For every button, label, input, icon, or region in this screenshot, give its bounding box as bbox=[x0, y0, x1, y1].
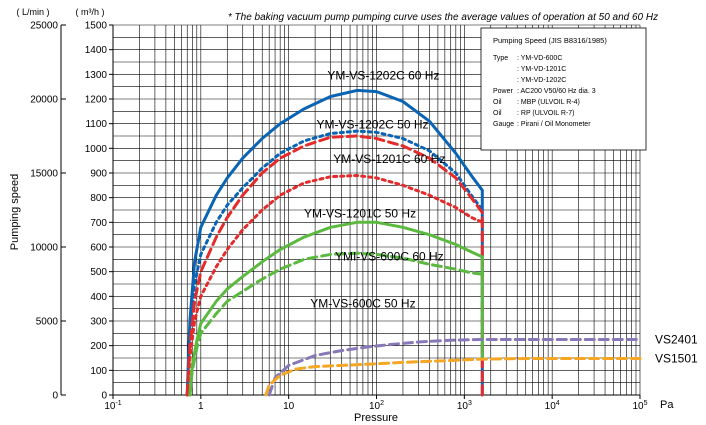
left-outer-tick-label: 20000 bbox=[30, 95, 58, 106]
left-outer-tick-label: 15000 bbox=[30, 169, 58, 180]
series-line bbox=[185, 134, 484, 397]
y-tick-label: 500 bbox=[90, 267, 107, 278]
x-tick-label: 105 bbox=[632, 400, 647, 412]
info-row-value: : YM-VD-1201C bbox=[517, 66, 566, 73]
info-row-key: Oil bbox=[493, 99, 502, 106]
series-end-label: VS1501 bbox=[655, 351, 698, 365]
y-tick-label: 800 bbox=[90, 193, 107, 204]
chart-title: * The baking vacuum pump pumping curve u… bbox=[228, 12, 658, 23]
info-row-key: Power bbox=[493, 88, 514, 95]
series-line bbox=[267, 338, 642, 397]
x-tick-label: 10 bbox=[283, 401, 295, 412]
x-tick-label: 104 bbox=[545, 400, 560, 412]
x-tick-label: 10-1 bbox=[104, 400, 121, 412]
info-row-value: : RP (ULVOIL R-7) bbox=[517, 110, 574, 117]
series-line bbox=[185, 129, 484, 397]
series-group bbox=[185, 88, 642, 397]
left-axis-unit: ( L/min ) bbox=[16, 7, 49, 17]
curve-label: YM-VS-1201C 60 Hz bbox=[333, 152, 445, 166]
info-row-key: Type bbox=[493, 55, 508, 62]
info-row-value: : YM-VD-1202C bbox=[517, 77, 566, 84]
curve-label: YM-VS-1201C 50 Hz bbox=[304, 206, 416, 220]
y-tick-label: 1000 bbox=[85, 144, 108, 155]
curve-label: YM-VS-600C 50 Hz bbox=[310, 296, 415, 310]
y-tick-label: 400 bbox=[90, 292, 107, 303]
info-row-value: : AC200 V50/60 Hz dia. 3 bbox=[517, 88, 596, 95]
info-row-value: : YM-VD-600C bbox=[517, 55, 562, 62]
y-tick-label: 1100 bbox=[85, 119, 107, 130]
x-axis-unit: Pa bbox=[660, 399, 674, 411]
series-line bbox=[188, 220, 484, 397]
y-axis-title: Pumping speed bbox=[9, 174, 21, 250]
y-tick-label: 1500 bbox=[85, 21, 108, 32]
info-row-key: Gauge bbox=[493, 121, 514, 128]
series-line bbox=[264, 357, 642, 397]
info-box-frame bbox=[480, 27, 647, 151]
series-line bbox=[185, 88, 484, 397]
curve-label: YM-VS-1202C 50 Hz bbox=[316, 118, 428, 132]
y-tick-label: 200 bbox=[90, 341, 107, 352]
series-line bbox=[188, 251, 484, 397]
y-tick-label: 100 bbox=[90, 366, 107, 377]
info-row-value: : MBP (ULVOIL R-4) bbox=[517, 99, 580, 106]
x-tick-label: 103 bbox=[457, 400, 472, 412]
curve-labels: YM-VS-1202C 60 Hz YM-VS-1202C 50 Hz YM-VS-… bbox=[304, 68, 698, 365]
y-tick-label: 300 bbox=[90, 317, 107, 328]
y-tick-label: 0 bbox=[101, 391, 107, 402]
x-axis-title: Pressure bbox=[354, 412, 398, 424]
info-row-key: Oil bbox=[493, 110, 502, 117]
info-box: Pumping Speed (JIS B8316/1985) Type : YM-… bbox=[480, 27, 647, 151]
info-box-rows: Type : YM-VD-600C : YM-VD-1201C : YM-VD-120… bbox=[493, 55, 596, 128]
y-tick-label: 900 bbox=[90, 169, 107, 180]
left-outer-tick-label: 0 bbox=[52, 391, 58, 402]
series-line bbox=[185, 174, 484, 397]
left-outer-tick-label: 10000 bbox=[30, 243, 58, 254]
y-tick-label: 1400 bbox=[85, 45, 108, 56]
right-axis-unit: ( m³/h ) bbox=[76, 7, 105, 17]
x-tick-label: 1 bbox=[198, 401, 204, 412]
curve-label: YMI-VS-600C 60 Hz bbox=[335, 250, 444, 264]
y-tick-label: 700 bbox=[90, 218, 107, 229]
y-tick-label: 1300 bbox=[85, 70, 108, 81]
curve-label: YM-VS-1202C 60 Hz bbox=[327, 68, 439, 82]
y-tick-label: 1200 bbox=[85, 95, 108, 106]
info-box-title: Pumping Speed (JIS B8316/1985) bbox=[493, 36, 607, 45]
left-outer-tick-label: 25000 bbox=[30, 21, 58, 32]
series-end-label: VS2401 bbox=[655, 333, 698, 347]
x-tick-label: 102 bbox=[369, 400, 384, 412]
y-tick-label: 600 bbox=[90, 243, 107, 254]
info-row-value: : Pirani / Oil Monometer bbox=[517, 121, 591, 128]
left-outer-tick-label: 5000 bbox=[36, 317, 59, 328]
